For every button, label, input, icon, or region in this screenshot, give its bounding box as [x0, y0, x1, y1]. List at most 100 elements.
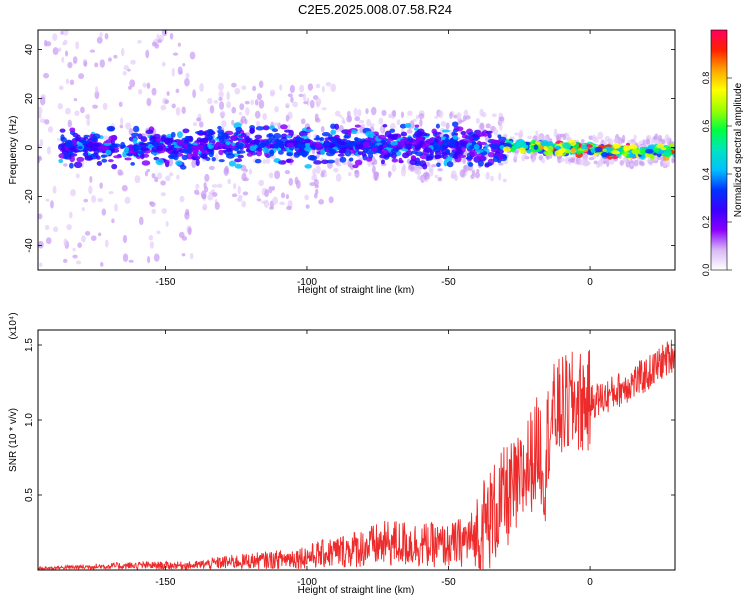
heatmap-cell [502, 178, 507, 183]
heatmap-cell [249, 145, 257, 152]
heatmap-cell [181, 154, 188, 161]
heatmap-cell [137, 40, 142, 44]
heatmap-cell [181, 106, 186, 114]
heatmap-cell [341, 116, 345, 124]
heatmap-cell [446, 142, 456, 146]
heatmap-cell [141, 160, 151, 166]
heatmap-cell [369, 123, 375, 127]
heatmap-cell [203, 182, 207, 189]
heatmap-cell [201, 153, 208, 160]
heatmap-cell [39, 138, 44, 147]
heatmap-cell [221, 120, 227, 128]
heatmap-cell [252, 85, 257, 92]
heatmap-cell [126, 152, 133, 157]
heatmap-cell [151, 87, 157, 96]
heatmap-cell [562, 142, 572, 150]
heatmap-cell [612, 143, 622, 149]
heatmap-cell [164, 99, 170, 104]
heatmap-cell [457, 154, 467, 158]
heatmap-cell [304, 164, 313, 169]
heatmap-cell [149, 201, 154, 205]
heatmap-cell [391, 133, 399, 138]
heatmap-cell [518, 147, 526, 154]
heatmap-cell [248, 168, 253, 175]
heatmap-cell [514, 155, 518, 160]
heatmap-cell [410, 155, 417, 161]
heatmap-cell [492, 155, 500, 163]
heatmap-cell [314, 117, 321, 123]
heatmap-cell [38, 157, 43, 161]
heatmap-cell [176, 131, 183, 139]
heatmap-cell [74, 136, 79, 142]
heatmap-cell [271, 128, 279, 133]
heatmap-cell [109, 144, 115, 150]
heatmap-cell [302, 93, 307, 101]
heatmap-cell [330, 143, 336, 148]
heatmap-cell [443, 141, 448, 148]
heatmap-cell [402, 152, 410, 159]
heatmap-cell [540, 139, 550, 147]
heatmap-cell [86, 118, 91, 127]
heatmap-cell [97, 197, 104, 203]
heatmap-x-axis-label: Height of straight line (km) [298, 285, 415, 296]
heatmap-cell [286, 158, 292, 163]
heatmap-cell [66, 224, 72, 231]
heatmap-cell [362, 141, 371, 149]
heatmap-cell [292, 101, 299, 108]
heatmap-cell [67, 119, 73, 128]
heatmap-cell [440, 120, 447, 127]
heatmap-cell [241, 200, 246, 208]
heatmap-cell [113, 143, 121, 148]
heatmap-cell [108, 191, 114, 195]
heatmap-cell [645, 138, 650, 145]
heatmap-cell [194, 130, 203, 135]
heatmap-cell [543, 151, 553, 156]
heatmap-cell [225, 135, 231, 139]
heatmap-cell [105, 149, 112, 156]
heatmap-cell [562, 133, 567, 141]
heatmap-cell [258, 80, 264, 88]
heatmap-cell [231, 119, 235, 126]
heatmap-cell [258, 99, 265, 109]
heatmap-cell [456, 126, 464, 132]
heatmap-cell [253, 138, 261, 145]
heatmap-cell [124, 146, 130, 152]
heatmap-cell [39, 262, 43, 268]
heatmap-y-tick-label: 0 [24, 144, 35, 150]
heatmap-cell [195, 159, 200, 166]
heatmap-cell [231, 106, 237, 114]
snr-x-tick-label: -50 [441, 577, 456, 588]
heatmap-cell [491, 113, 497, 118]
heatmap-cell [547, 145, 554, 153]
heatmap-cell [245, 106, 250, 116]
heatmap-cell [65, 78, 70, 85]
heatmap-cell [463, 109, 469, 117]
heatmap-cell [121, 184, 128, 192]
heatmap-cell [157, 39, 162, 44]
heatmap-cell [179, 195, 185, 203]
heatmap-cell [146, 97, 152, 107]
heatmap-cell [304, 194, 309, 201]
heatmap-cell [379, 154, 389, 159]
heatmap-cell [175, 88, 180, 93]
heatmap-cell [211, 156, 216, 162]
heatmap-cell [153, 253, 160, 262]
heatmap-cell [479, 108, 484, 117]
heatmap-cell [662, 151, 671, 156]
heatmap-cell [300, 118, 306, 125]
heatmap-cell [175, 106, 181, 116]
heatmap-y-tick-label: 20 [24, 93, 35, 105]
heatmap-cell [388, 113, 392, 119]
heatmap-cell [218, 96, 223, 101]
heatmap-cell [38, 113, 42, 119]
heatmap-x-tick-label: 0 [587, 277, 593, 288]
heatmap-cell [239, 103, 245, 111]
heatmap-cell [61, 142, 66, 148]
heatmap-cell [307, 83, 314, 91]
heatmap-cell [134, 175, 141, 184]
heatmap-cell [434, 150, 442, 157]
heatmap-cell [60, 30, 64, 35]
heatmap-cell [310, 144, 316, 150]
heatmap-cell [218, 90, 224, 98]
